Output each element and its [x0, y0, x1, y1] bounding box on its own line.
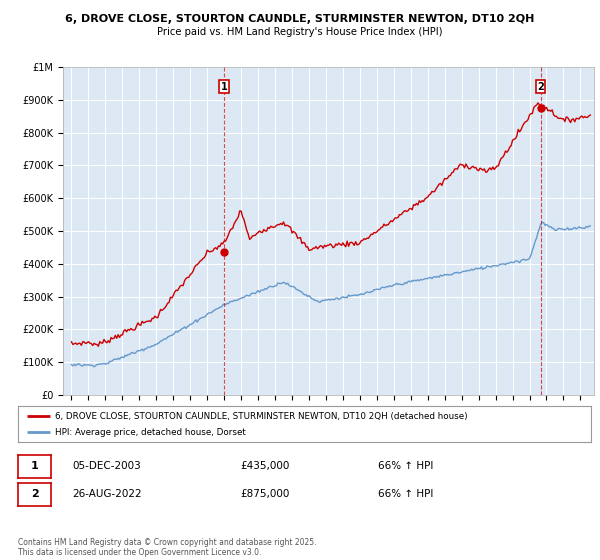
Text: £875,000: £875,000 — [240, 489, 289, 499]
Text: 1: 1 — [31, 461, 38, 472]
Text: HPI: Average price, detached house, Dorset: HPI: Average price, detached house, Dors… — [55, 428, 246, 437]
Text: 66% ↑ HPI: 66% ↑ HPI — [378, 489, 433, 499]
Text: 6, DROVE CLOSE, STOURTON CAUNDLE, STURMINSTER NEWTON, DT10 2QH (detached house): 6, DROVE CLOSE, STOURTON CAUNDLE, STURMI… — [55, 412, 468, 421]
Text: 1: 1 — [221, 82, 227, 92]
Text: 2: 2 — [31, 489, 38, 500]
Text: Price paid vs. HM Land Registry's House Price Index (HPI): Price paid vs. HM Land Registry's House … — [157, 27, 443, 37]
Text: £435,000: £435,000 — [240, 461, 289, 471]
Text: 2: 2 — [537, 82, 544, 92]
Text: Contains HM Land Registry data © Crown copyright and database right 2025.
This d: Contains HM Land Registry data © Crown c… — [18, 538, 317, 557]
Text: 05-DEC-2003: 05-DEC-2003 — [72, 461, 141, 471]
Text: 26-AUG-2022: 26-AUG-2022 — [72, 489, 142, 499]
Text: 66% ↑ HPI: 66% ↑ HPI — [378, 461, 433, 471]
Text: 6, DROVE CLOSE, STOURTON CAUNDLE, STURMINSTER NEWTON, DT10 2QH: 6, DROVE CLOSE, STOURTON CAUNDLE, STURMI… — [65, 14, 535, 24]
